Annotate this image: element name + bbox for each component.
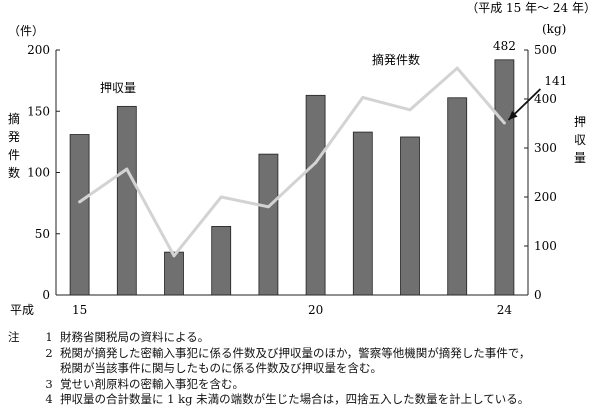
bar <box>258 153 279 296</box>
line-point <box>219 195 223 199</box>
series-label-seizures: 押収量 <box>100 81 136 95</box>
left-axis-label-char: 発 <box>8 130 20 144</box>
bar <box>305 94 326 296</box>
note-text: 覚せい剤原料の密輸入事犯を含む。 <box>60 376 244 391</box>
line-point <box>361 96 365 100</box>
annotation-arrow-head <box>508 110 518 120</box>
line-data-label: 141 <box>544 74 567 88</box>
left-axis-tick-label: 100 <box>27 166 50 180</box>
line-point <box>314 161 318 165</box>
right-axis-tick-label: 200 <box>534 190 557 204</box>
bar <box>494 59 515 296</box>
left-axis-label: 摘発件数 <box>8 111 20 180</box>
line-point <box>78 200 82 204</box>
right-axis-tick-label: 100 <box>534 239 557 253</box>
x-prefix-label: 平成 <box>10 303 34 317</box>
note-prefix <box>8 377 38 393</box>
right-axis-unit: (kg) <box>542 22 566 36</box>
left-axis-tick-label: 50 <box>35 227 50 241</box>
note-item: 3 覚せい剤原料の密輸入事犯を含む。 <box>8 377 598 393</box>
left-axis-unit: （件） <box>8 24 44 38</box>
bar <box>211 225 232 296</box>
line-point <box>172 254 176 258</box>
left-axis-label-char: 件 <box>8 148 20 162</box>
note-text: 押収量の合計数量に 1 kg 未満の端数が生じた場合は，四捨五入した数量を計上し… <box>60 392 530 406</box>
line-point <box>266 205 270 209</box>
note-number: 3 <box>45 376 53 391</box>
note-number: 2 <box>45 345 53 360</box>
series-label-cases: 摘発件数 <box>372 52 420 67</box>
left-axis-tick-label: 150 <box>27 104 50 118</box>
left-axis-label-char: 摘 <box>8 111 20 126</box>
series-labels: 482 141 <box>493 39 567 121</box>
period-label: （平成 15 年～ 24 年） <box>466 1 596 15</box>
note-item: 2 税関が摘発した密輸入事犯に係る件数及び押収量のほか，警察等他機関が摘発した事件… <box>8 346 598 362</box>
bar <box>164 251 184 296</box>
bar-data-label: 482 <box>493 39 516 53</box>
note-prefix: 注 <box>8 330 20 344</box>
x-axis-tick-label: 24 <box>497 303 513 317</box>
line-point <box>125 167 129 171</box>
note-number: 1 <box>45 330 53 344</box>
note-number: 4 <box>45 392 53 406</box>
bar <box>447 97 468 296</box>
note-prefix <box>8 392 38 408</box>
note-text-continuation: 税関が当該事件に関与したものに係る件数及び押収量を含む。 <box>60 361 382 375</box>
bar <box>116 105 137 296</box>
right-axis-tick-label: 300 <box>534 141 557 155</box>
right-axis-label-char: 収 <box>574 133 586 147</box>
right-axis-label-char: 量 <box>574 151 586 165</box>
right-axis-label-char: 押 <box>574 115 586 129</box>
note-text: 税関が摘発した密輸入事犯に係る件数及び押収量のほか，警察等他機関が摘発した事件で… <box>60 345 531 360</box>
bar-series <box>69 59 515 296</box>
note-text: 財務省関税局の資料による。 <box>60 330 210 344</box>
chart: （平成 15 年～ 24 年） （件） (kg) 摘発件数 押収量 0 50 100… <box>8 1 596 317</box>
line-series <box>78 66 506 258</box>
note-item: 4 押収量の合計数量に 1 kg 未満の端数が生じた場合は，四捨五入した数量を計上… <box>8 392 598 408</box>
left-axis-tick-label: 200 <box>27 43 50 57</box>
bar <box>400 136 420 296</box>
x-axis-tick-label: 20 <box>308 303 323 317</box>
bar <box>69 134 90 296</box>
right-axis-tick-label: 400 <box>534 92 557 106</box>
line-point <box>502 121 506 125</box>
right-axis-label: 押収量 <box>574 115 586 165</box>
right-axis-tick-label: 0 <box>534 288 542 302</box>
notes: 注 1 財務省関税局の資料による。 2 税関が摘発した密輸入事犯に係る件数及び押収量のほ… <box>8 330 598 408</box>
right-axis-tick-label: 500 <box>534 43 557 57</box>
note-prefix <box>8 346 38 362</box>
left-axis-tick-label: 0 <box>42 288 50 302</box>
x-axis-tick-label: 15 <box>72 303 87 317</box>
line-point <box>408 108 412 112</box>
left-axis-label-char: 数 <box>8 165 20 180</box>
line-point <box>455 66 459 70</box>
line-path <box>78 66 506 258</box>
note-item: 注 1 財務省関税局の資料による。 <box>8 330 598 346</box>
bar <box>352 131 373 296</box>
